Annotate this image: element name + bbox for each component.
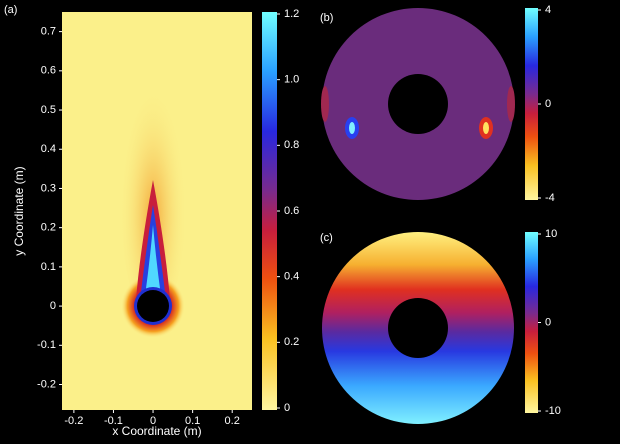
- y-tick-label: 0.1: [41, 261, 56, 273]
- colorbar-tick-label: 0: [545, 316, 551, 328]
- y-tick-label: 0.4: [41, 143, 56, 155]
- panel-label: (a): [4, 4, 17, 16]
- colorbar-tick-label: 0.8: [284, 139, 299, 151]
- y-tick-label: 0.3: [41, 182, 56, 194]
- y-axis-title: y Coordinate (m): [12, 166, 26, 255]
- colorbar-tick-label: 0.6: [284, 205, 299, 217]
- colorbar-tick-label: 1.0: [284, 74, 299, 86]
- colorbar: [525, 8, 538, 200]
- y-tick-label: 0.2: [41, 222, 56, 234]
- y-tick-label: 0.6: [41, 65, 56, 77]
- x-tick-label: 0.2: [225, 415, 240, 427]
- y-tick-label: 0: [50, 300, 56, 312]
- colorbar-tick-label: -10: [545, 405, 561, 417]
- x-tick-label: 0: [150, 415, 156, 427]
- colorbar-tick-label: 0: [284, 402, 290, 414]
- field-b: [321, 8, 515, 200]
- field-c: [322, 232, 514, 424]
- panel-label: (b): [320, 12, 333, 24]
- panel-label: (c): [320, 232, 333, 244]
- x-tick-label: -0.1: [104, 415, 123, 427]
- colorbar-tick-label: 10: [545, 228, 557, 240]
- colorbar-tick-label: -4: [545, 192, 555, 204]
- x-axis-title: x Coordinate (m): [112, 424, 201, 438]
- y-tick-label: -0.2: [37, 378, 56, 390]
- colorbar-tick-label: 0: [545, 98, 551, 110]
- x-tick-label: -0.2: [64, 415, 83, 427]
- colorbar: [262, 12, 277, 410]
- colorbar: [525, 232, 538, 413]
- y-tick-label: -0.1: [37, 339, 56, 351]
- colorbar-tick-label: 0.4: [284, 271, 299, 283]
- colorbar-tick-label: 4: [545, 4, 551, 16]
- colorbar-tick-label: 1.2: [284, 8, 299, 20]
- y-tick-label: 0.5: [41, 104, 56, 116]
- x-tick-label: 0.1: [185, 415, 200, 427]
- field-a: [62, 12, 252, 410]
- y-tick-label: 0.7: [41, 26, 56, 38]
- colorbar-tick-label: 0.2: [284, 336, 299, 348]
